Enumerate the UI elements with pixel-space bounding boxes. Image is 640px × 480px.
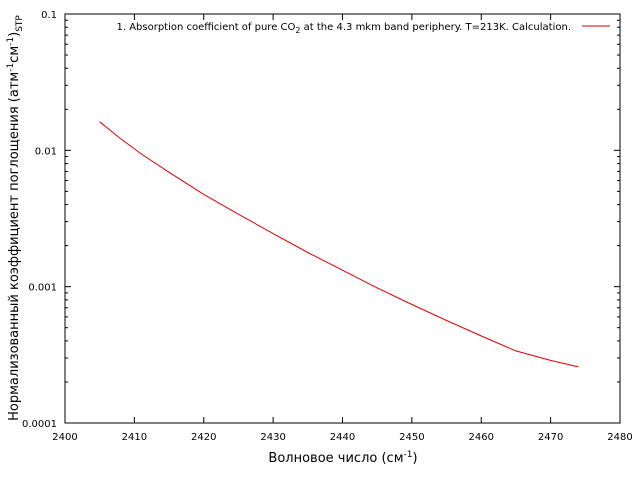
x-tick-label: 2470: [538, 432, 563, 443]
legend: 1. Absorption coefficient of pure CO2 at…: [116, 22, 610, 35]
legend-series-1-label: 1. Absorption coefficient of pure CO2 at…: [116, 22, 571, 35]
x-tick-label: 2430: [260, 432, 285, 443]
x-tick-label: 2400: [52, 432, 77, 443]
y-tick-label: 0.001: [28, 283, 57, 294]
x-tick-label: 2480: [607, 432, 632, 443]
y-axis-ticks: 0.0001 0.001 0.01 0.1: [22, 10, 620, 430]
y-tick-label: 0.1: [41, 10, 57, 21]
x-tick-label: 2440: [330, 432, 355, 443]
x-tick-label: 2420: [191, 432, 216, 443]
plot-frame: [64, 13, 621, 424]
x-axis-label: Волновое число (см-1): [268, 450, 417, 466]
y-axis-label: Нормализованный коэффициент поглощения (…: [6, 15, 25, 421]
x-tick-label: 2450: [399, 432, 424, 443]
series-layer: [99, 121, 579, 368]
y-tick-label: 0.0001: [22, 419, 57, 430]
x-axis-ticks: 2400 2410 2420 2430 2440 2450 2460 2470 2480: [52, 14, 633, 443]
y-tick-label: 0.01: [35, 146, 57, 157]
series-line-1: [99, 121, 579, 368]
x-tick-label: 2460: [469, 432, 494, 443]
x-tick-label: 2410: [122, 432, 147, 443]
